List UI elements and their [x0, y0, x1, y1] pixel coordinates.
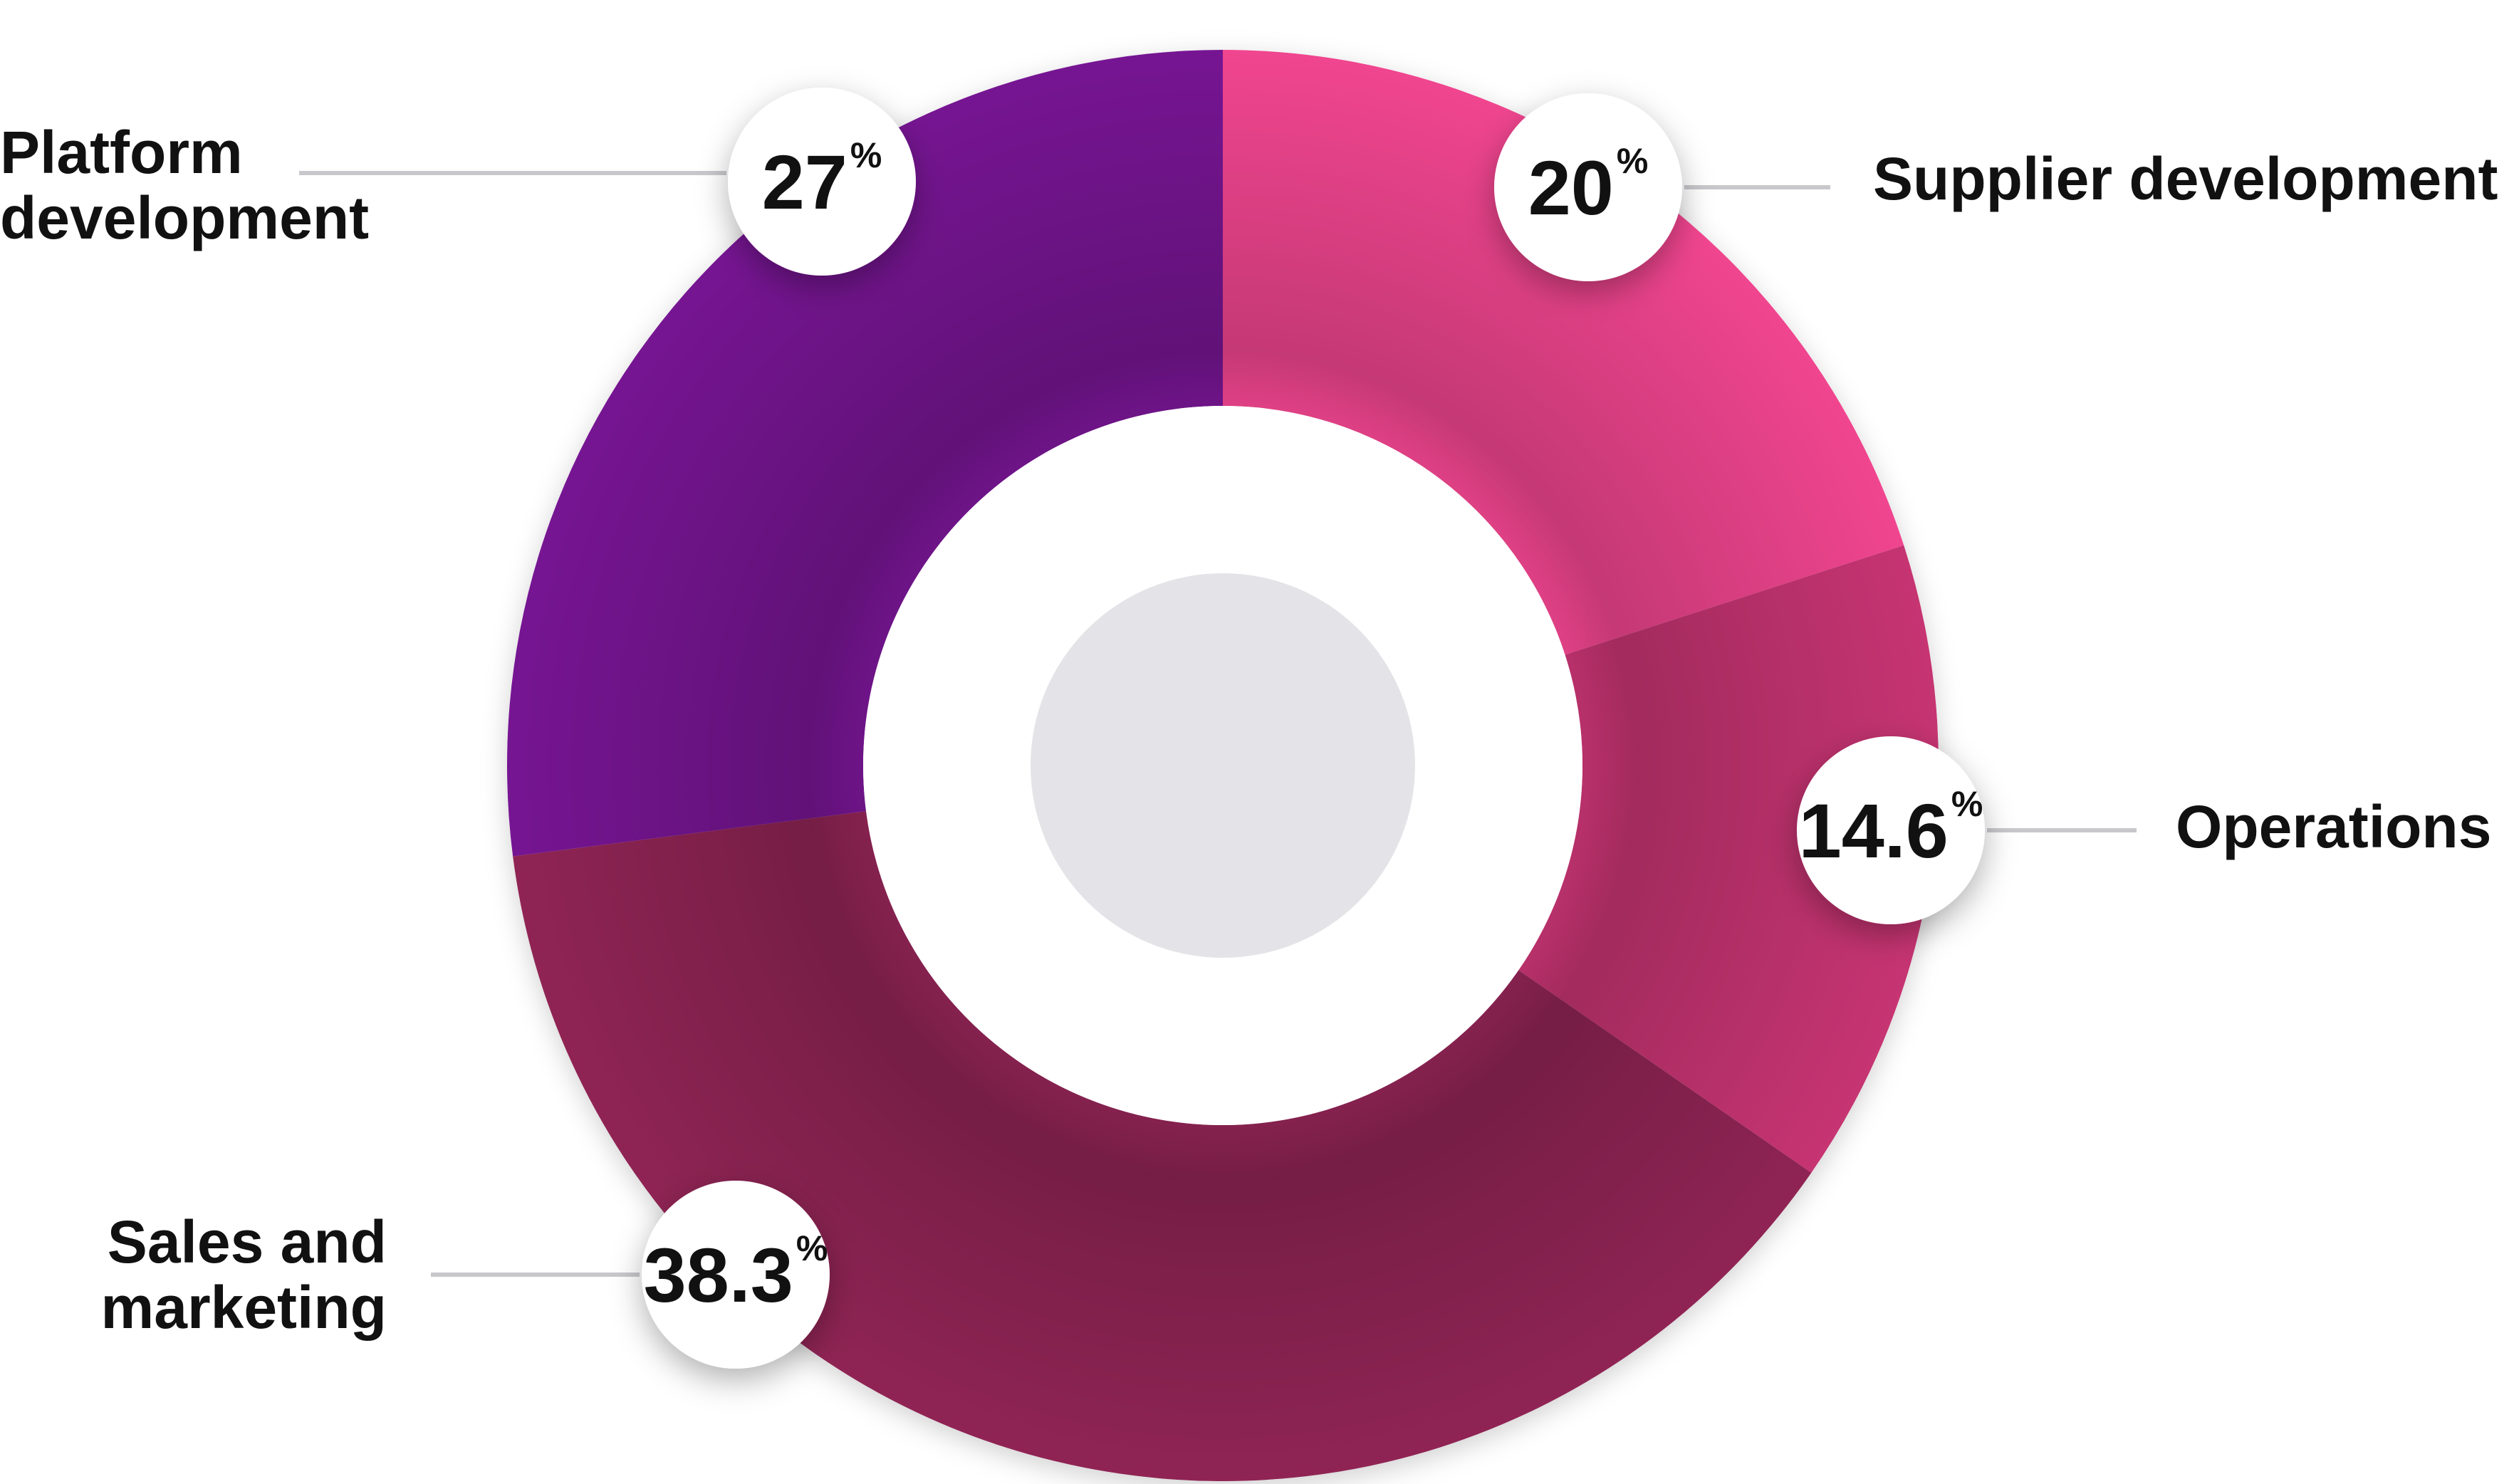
data-label-percent-sign: % — [1617, 141, 1648, 181]
label-layer: 20% Supplier development 14.6% Operations 38… — [0, 88, 2498, 1369]
value-badge-supplier-development — [1494, 93, 1682, 281]
donut-center-disc — [1031, 573, 1415, 958]
category-label-line: development — [0, 184, 369, 251]
data-label-value: 38.3 — [644, 1232, 793, 1318]
data-label-percent-sign: % — [796, 1228, 828, 1268]
category-label-line: Platform — [0, 119, 243, 186]
data-label-value: 14.6 — [1799, 788, 1949, 874]
category-label-operations: Operations — [2176, 793, 2491, 860]
data-label-sales-and-marketing: 38.3% — [644, 1228, 828, 1318]
data-label-percent-sign: % — [850, 135, 882, 175]
category-label-platform-development: Platform development — [0, 119, 369, 251]
value-badge-operations — [1797, 736, 1985, 924]
data-label-platform-development: 27% — [762, 135, 882, 225]
category-label-line: marketing — [101, 1274, 387, 1341]
value-badge-platform-development — [728, 88, 916, 276]
data-label-supplier-development: 20% — [1528, 141, 1649, 231]
data-label-operations: 14.6% — [1799, 784, 1983, 874]
data-label-percent-sign: % — [1951, 784, 1983, 824]
category-label-line: Sales and — [108, 1208, 387, 1275]
category-label-supplier-development: Supplier development — [1873, 145, 2498, 212]
data-label-value: 20 — [1528, 145, 1614, 231]
center-layer — [863, 406, 1582, 1125]
value-badge-sales-and-marketing — [642, 1181, 830, 1369]
category-label-line: Supplier development — [1873, 145, 2498, 212]
category-label-sales-and-marketing: Sales and marketing — [101, 1208, 387, 1341]
category-label-line: Operations — [2176, 793, 2491, 860]
data-label-value: 27 — [762, 139, 847, 225]
